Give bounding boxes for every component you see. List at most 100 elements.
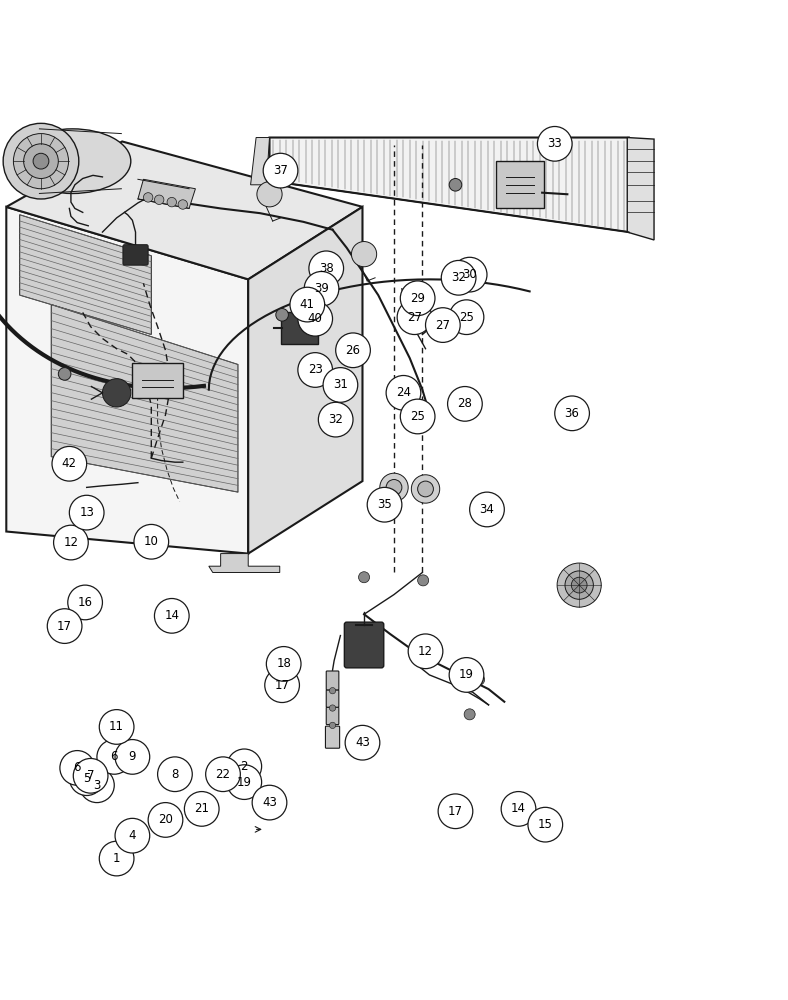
Circle shape bbox=[345, 725, 380, 760]
Circle shape bbox=[309, 251, 344, 286]
Text: 7: 7 bbox=[87, 769, 95, 782]
Circle shape bbox=[449, 178, 462, 191]
Text: 15: 15 bbox=[538, 818, 552, 831]
Circle shape bbox=[474, 674, 485, 685]
Circle shape bbox=[449, 658, 484, 692]
Text: 21: 21 bbox=[194, 802, 210, 815]
Text: 11: 11 bbox=[109, 720, 125, 733]
Circle shape bbox=[528, 807, 563, 842]
Text: 4: 4 bbox=[128, 829, 136, 842]
Polygon shape bbox=[51, 305, 238, 492]
Circle shape bbox=[367, 487, 402, 522]
Circle shape bbox=[115, 818, 150, 853]
Circle shape bbox=[290, 287, 325, 322]
Circle shape bbox=[115, 740, 150, 774]
Circle shape bbox=[318, 402, 353, 437]
Circle shape bbox=[69, 761, 104, 796]
Text: 23: 23 bbox=[308, 363, 322, 376]
Circle shape bbox=[470, 492, 504, 527]
Text: 12: 12 bbox=[63, 536, 79, 549]
Text: 37: 37 bbox=[273, 164, 288, 177]
Circle shape bbox=[68, 585, 102, 620]
Circle shape bbox=[397, 300, 432, 335]
Circle shape bbox=[158, 757, 192, 792]
Circle shape bbox=[252, 785, 287, 820]
FancyBboxPatch shape bbox=[132, 363, 183, 398]
Circle shape bbox=[386, 480, 402, 495]
Circle shape bbox=[3, 123, 79, 199]
FancyBboxPatch shape bbox=[123, 245, 148, 265]
Text: 26: 26 bbox=[345, 344, 361, 357]
Polygon shape bbox=[6, 207, 248, 554]
Circle shape bbox=[52, 446, 87, 481]
Polygon shape bbox=[138, 179, 195, 208]
Polygon shape bbox=[269, 138, 629, 232]
Circle shape bbox=[336, 333, 370, 368]
Text: 6: 6 bbox=[73, 761, 81, 774]
Circle shape bbox=[206, 757, 240, 792]
Text: 38: 38 bbox=[319, 262, 333, 275]
Text: 24: 24 bbox=[396, 386, 411, 399]
Polygon shape bbox=[251, 138, 269, 185]
Text: 2: 2 bbox=[240, 760, 248, 773]
Text: 34: 34 bbox=[480, 503, 494, 516]
Circle shape bbox=[411, 475, 440, 503]
Circle shape bbox=[276, 309, 288, 321]
Text: 3: 3 bbox=[93, 779, 101, 792]
Text: 36: 36 bbox=[565, 407, 579, 420]
Circle shape bbox=[298, 353, 333, 387]
Circle shape bbox=[33, 153, 49, 169]
Circle shape bbox=[154, 195, 164, 205]
Text: 10: 10 bbox=[144, 535, 158, 548]
Circle shape bbox=[97, 740, 132, 774]
Text: 33: 33 bbox=[548, 137, 562, 150]
Circle shape bbox=[351, 242, 377, 267]
Text: 16: 16 bbox=[77, 596, 93, 609]
FancyBboxPatch shape bbox=[344, 622, 384, 668]
Circle shape bbox=[537, 126, 572, 161]
Circle shape bbox=[400, 281, 435, 316]
Text: 19: 19 bbox=[459, 668, 474, 681]
Text: 22: 22 bbox=[215, 768, 231, 781]
Circle shape bbox=[47, 609, 82, 643]
Text: 18: 18 bbox=[277, 657, 291, 670]
Text: 8: 8 bbox=[171, 768, 179, 781]
Circle shape bbox=[329, 688, 336, 694]
Circle shape bbox=[24, 144, 58, 178]
Circle shape bbox=[323, 368, 358, 402]
Text: 29: 29 bbox=[410, 292, 426, 305]
Polygon shape bbox=[209, 554, 280, 572]
Circle shape bbox=[69, 495, 104, 530]
Text: 14: 14 bbox=[511, 802, 526, 815]
Circle shape bbox=[464, 709, 475, 720]
Circle shape bbox=[359, 572, 370, 583]
Text: 17: 17 bbox=[274, 679, 290, 692]
FancyBboxPatch shape bbox=[325, 726, 340, 748]
Text: 43: 43 bbox=[262, 796, 277, 809]
Text: 27: 27 bbox=[407, 311, 422, 324]
Text: 19: 19 bbox=[236, 776, 252, 789]
Circle shape bbox=[448, 387, 482, 421]
Circle shape bbox=[380, 473, 408, 502]
Circle shape bbox=[227, 765, 262, 799]
Text: 5: 5 bbox=[83, 772, 91, 785]
Circle shape bbox=[178, 200, 188, 209]
Circle shape bbox=[266, 647, 301, 681]
Text: 39: 39 bbox=[314, 282, 329, 295]
Circle shape bbox=[565, 571, 593, 599]
FancyBboxPatch shape bbox=[326, 707, 339, 725]
Circle shape bbox=[102, 379, 131, 407]
Text: 12: 12 bbox=[418, 645, 433, 658]
Text: 25: 25 bbox=[411, 410, 425, 423]
Circle shape bbox=[143, 193, 153, 202]
Text: 17: 17 bbox=[57, 620, 72, 633]
Circle shape bbox=[58, 368, 71, 380]
Text: 32: 32 bbox=[452, 271, 466, 284]
Circle shape bbox=[386, 375, 421, 410]
Polygon shape bbox=[20, 215, 151, 335]
Circle shape bbox=[438, 794, 473, 829]
Circle shape bbox=[557, 563, 601, 607]
Circle shape bbox=[426, 308, 460, 342]
Circle shape bbox=[134, 524, 169, 559]
Text: 28: 28 bbox=[458, 397, 472, 410]
